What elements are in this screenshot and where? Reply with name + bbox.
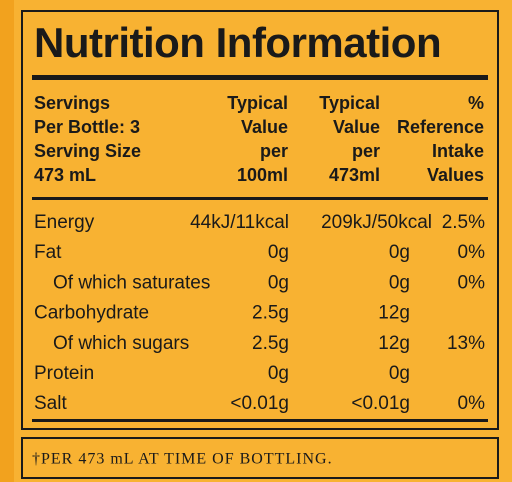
row-label: Fat — [34, 242, 62, 263]
value-100ml: 44kJ/11kcal — [190, 212, 289, 233]
header-text: Value — [333, 117, 380, 137]
footnote: †PER 473 mL AT TIME OF BOTTLING. — [32, 451, 333, 468]
header-rule — [32, 197, 488, 200]
row-label: Of which saturates — [53, 272, 210, 293]
value-100ml: 2.5g — [252, 333, 289, 354]
value-473ml: <0.01g — [351, 393, 410, 414]
header-text: Values — [427, 165, 484, 185]
row-label: Salt — [34, 393, 67, 414]
header-text: 100ml — [237, 165, 288, 185]
row-label: Protein — [34, 363, 94, 384]
title-rule — [32, 75, 488, 80]
reference-intake: 0% — [458, 393, 486, 414]
value-473ml: 0g — [389, 272, 410, 293]
row-label: Energy — [34, 212, 95, 233]
value-100ml: 0g — [268, 272, 289, 293]
value-100ml: 2.5g — [252, 303, 289, 324]
header-text: Intake — [432, 141, 484, 161]
value-100ml: 0g — [268, 242, 289, 263]
footnote-box — [21, 437, 499, 479]
value-100ml: 0g — [268, 363, 289, 384]
row-label: Of which sugars — [53, 333, 189, 354]
reference-intake: 0% — [458, 242, 486, 263]
header-text: 473 mL — [34, 165, 96, 185]
header-text: Reference — [397, 117, 484, 137]
header-text: Typical — [319, 93, 380, 113]
header-text: Serving Size — [34, 141, 141, 161]
reference-intake: 13% — [447, 333, 485, 354]
edge-strip — [0, 0, 14, 482]
value-473ml: 0g — [389, 363, 410, 384]
bottom-rule — [32, 419, 488, 422]
header-text: Servings — [34, 93, 110, 113]
value-473ml: 12g — [378, 333, 410, 354]
header-text: Value — [241, 117, 288, 137]
value-473ml: 0g — [389, 242, 410, 263]
reference-intake: 2.5% — [442, 212, 485, 233]
reference-intake: 0% — [458, 272, 486, 293]
header-text: % — [468, 93, 484, 113]
header-text: 473ml — [329, 165, 380, 185]
value-473ml: 209kJ/50kcal — [321, 212, 432, 233]
header-text: Per Bottle: 3 — [34, 117, 140, 137]
value-473ml: 12g — [378, 303, 410, 324]
value-100ml: <0.01g — [230, 393, 289, 414]
header-text: Typical — [227, 93, 288, 113]
header-text: per — [260, 141, 288, 161]
label-border — [21, 10, 499, 430]
row-label: Carbohydrate — [34, 303, 149, 324]
title: Nutrition Information — [34, 19, 441, 66]
header-text: per — [352, 141, 380, 161]
